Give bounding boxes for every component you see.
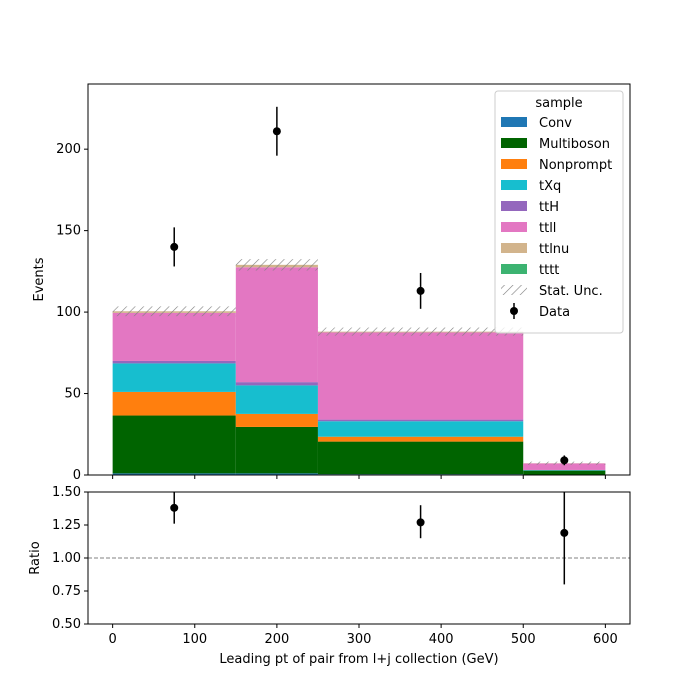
legend-label-tttt: tttt [539,263,559,278]
ratio-point-2 [560,528,569,537]
bar-ttll-bin-3 [523,463,606,470]
bar-ttll-bin-0 [112,312,236,361]
legend-swatch-ttlnu [501,243,527,253]
y-tick-label-200: 200 [56,142,81,157]
bar-txq-bin-1 [235,385,318,414]
ratio-y-tick-label-1.00: 1.00 [52,551,81,566]
bar-multiboson-bin-3 [523,470,606,475]
main-y-axis-ticks: 0 50 100 150 200 [56,142,88,483]
legend-label-stat-unc: Stat. Unc. [539,284,603,299]
main-x-axis-ticks [112,475,606,479]
x-tick-label-300: 300 [347,632,372,647]
stacked-bars [112,264,606,475]
y-tick-label-0: 0 [73,468,81,483]
legend-swatch-multiboson [501,138,527,148]
legend-label-ttlnu: ttlnu [539,242,569,257]
legend-swatch-conv [501,117,527,127]
legend-data-marker [510,307,518,315]
legend-swatch-nonprompt [501,159,527,169]
stat-unc-bin-1 [235,259,318,271]
y-tick-label-100: 100 [56,305,81,320]
bar-tth-bin-0 [112,360,236,364]
data-point-1 [272,127,281,136]
ratio-point-0 [170,503,179,512]
bar-tth-bin-2 [317,419,524,422]
legend-label-nonprompt: Nonprompt [539,158,612,173]
bar-conv-bin-1 [235,473,318,475]
ratio-y-tick-label-1.25: 1.25 [52,518,81,533]
bar-tth-bin-1 [235,382,318,386]
x-tick-label-600: 600 [593,632,618,647]
legend: sample Conv Multiboson Nonprompt tXq ttH ttll… [494,90,624,334]
legend-label-tth: ttH [539,200,559,215]
stat-unc-bin-2 [317,327,524,336]
bar-ttll-bin-2 [317,332,524,420]
ratio-y-tick-label-1.50: 1.50 [52,485,81,500]
y-tick-label-50: 50 [64,387,81,402]
ratio-y-axis-ticks: 0.50 0.75 1.00 1.25 1.50 [52,485,88,632]
bar-multiboson-bin-2 [317,441,524,475]
y-axis-label: Events [32,257,47,301]
legend-label-data: Data [539,305,570,320]
legend-swatch-ttll [501,222,527,232]
x-tick-label-100: 100 [182,632,207,647]
bar-nonprompt-bin-2 [317,436,524,442]
ratio-points [170,492,569,585]
x-tick-label-200: 200 [264,632,289,647]
legend-label-ttll: ttll [539,221,556,236]
ratio-x-axis-ticks: 0 100 200 300 400 500 600 [108,624,618,647]
x-tick-label-0: 0 [108,632,116,647]
legend-label-conv: Conv [539,116,572,131]
data-point-2 [416,286,425,295]
bar-txq-bin-2 [317,421,524,437]
legend-label-txq: tXq [539,179,561,194]
legend-title: sample [535,96,582,111]
bar-nonprompt-bin-0 [112,391,236,416]
data-points [170,106,569,466]
legend-label-multiboson: Multiboson [539,137,610,152]
legend-swatch-stat-unc [501,285,527,295]
ratio-y-axis-label: Ratio [28,541,43,574]
stat-unc-bin-0 [112,306,236,317]
x-tick-label-500: 500 [511,632,536,647]
bar-conv-bin-0 [112,473,236,475]
bar-multiboson-bin-1 [235,426,318,474]
bar-ttll-bin-1 [235,267,318,383]
legend-swatch-txq [501,180,527,190]
x-tick-label-400: 400 [429,632,454,647]
ratio-y-tick-label-0.75: 0.75 [52,584,81,599]
legend-swatch-tth [501,201,527,211]
bar-txq-bin-0 [112,363,236,392]
bar-nonprompt-bin-1 [235,413,318,427]
x-axis-label: Leading pt of pair from l+j collection (… [219,652,498,667]
data-point-0 [170,242,179,251]
legend-swatch-tttt [501,264,527,274]
y-tick-label-150: 150 [56,224,81,239]
data-point-3 [560,456,569,465]
ratio-y-tick-label-0.50: 0.50 [52,617,81,632]
ratio-point-1 [416,518,425,527]
bar-multiboson-bin-0 [112,415,236,474]
